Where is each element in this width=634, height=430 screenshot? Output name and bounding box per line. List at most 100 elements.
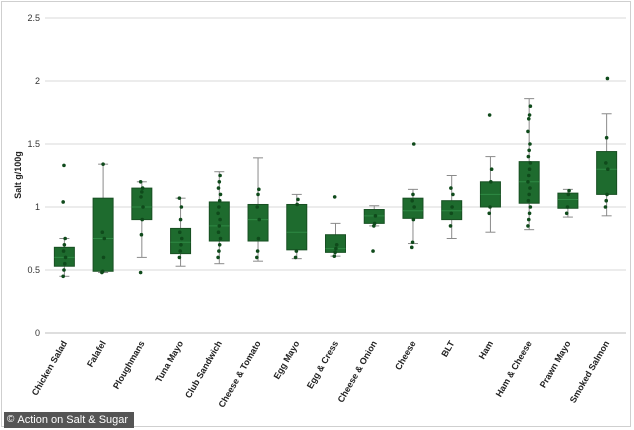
data-point: [333, 250, 337, 255]
data-point: [63, 255, 68, 260]
box-prawn-mayo: [557, 188, 579, 218]
data-point: [450, 205, 454, 209]
box-ploughmans: [131, 180, 153, 275]
data-point: [489, 180, 493, 184]
data-point: [61, 274, 65, 279]
box-body: [170, 227, 192, 255]
box-cheese-tomato: [247, 157, 269, 262]
data-point: [216, 211, 220, 216]
data-point: [257, 187, 261, 192]
data-point: [217, 180, 222, 184]
data-point: [488, 205, 492, 209]
data-point: [605, 192, 609, 197]
data-point: [62, 261, 67, 266]
data-point: [332, 195, 337, 199]
data-point: [177, 196, 182, 200]
data-point: [528, 161, 533, 165]
data-point: [526, 198, 531, 203]
data-point: [141, 205, 145, 209]
credit-text: Action on Salt & Sugar: [17, 414, 129, 426]
y-axis-ticks: 0 0.5 1 1.5 2 2.5: [27, 13, 40, 338]
data-point: [528, 104, 533, 108]
data-point: [217, 198, 222, 203]
box-cheese-onion: [363, 205, 385, 253]
data-point: [139, 195, 143, 199]
data-point: [489, 167, 494, 171]
data-point: [334, 243, 339, 247]
category-label: Cheese & Tomato: [216, 339, 263, 410]
data-point: [604, 135, 609, 140]
data-point: [567, 188, 571, 193]
data-point: [216, 186, 221, 190]
data-point: [564, 211, 569, 216]
category-label: Cheese & Onion: [336, 339, 379, 404]
box-egg-cress: [325, 195, 346, 258]
box-tuna-mayo: [170, 196, 192, 267]
data-point: [138, 180, 143, 184]
data-point: [487, 211, 492, 216]
category-label: Chicken Salad: [30, 339, 69, 397]
y-axis-label: Salt g/100g: [13, 151, 23, 199]
category-label: Smoked Salmon: [568, 339, 612, 405]
data-point: [565, 205, 570, 209]
category-label: Egg Mayo: [272, 339, 302, 381]
data-point: [255, 205, 260, 209]
data-point: [526, 217, 531, 222]
data-point: [293, 255, 298, 260]
y-tick-label: 1: [35, 202, 40, 212]
data-point: [487, 113, 492, 117]
y-tick-label: 2: [35, 76, 40, 86]
data-point: [526, 173, 531, 178]
data-point: [177, 230, 182, 234]
data-point: [603, 205, 608, 209]
boxes: [53, 76, 618, 279]
box-cheese: [402, 142, 424, 250]
data-point: [218, 192, 223, 197]
credit-badge: © Action on Salt & Sugar: [4, 412, 135, 428]
data-point: [101, 162, 105, 166]
box-ham-cheese: [518, 98, 540, 231]
data-point: [448, 224, 453, 228]
data-point: [526, 154, 531, 159]
data-point: [101, 255, 106, 260]
box-falafel: [92, 162, 114, 275]
data-point: [216, 230, 221, 234]
category-label: Tuna Mayo: [153, 339, 185, 385]
data-point: [216, 255, 220, 260]
data-point: [410, 198, 414, 203]
data-point: [217, 224, 222, 228]
data-point: [605, 76, 610, 81]
category-label: Ham: [477, 339, 495, 361]
box-chicken-salad: [53, 163, 75, 279]
data-point: [451, 192, 455, 197]
data-point: [526, 129, 530, 134]
data-point: [140, 190, 144, 194]
data-point: [102, 236, 107, 241]
box-body: [441, 200, 463, 221]
category-label: Ploughmans: [111, 339, 147, 391]
data-point: [62, 268, 66, 272]
data-point: [527, 192, 531, 197]
data-point: [218, 236, 223, 241]
category-label: Ham & Cheese: [494, 339, 534, 399]
box-blt: [441, 175, 463, 239]
data-point: [61, 200, 65, 204]
y-tick-label: 1.5: [27, 139, 40, 149]
data-point: [409, 245, 414, 250]
data-point: [604, 198, 609, 203]
copyright-icon: ©: [7, 414, 15, 425]
data-point: [100, 230, 105, 234]
y-tick-label: 0: [35, 328, 40, 338]
data-point: [566, 192, 571, 197]
data-point: [140, 186, 145, 190]
x-axis-categories: Chicken Salad Falafel Ploughmans Tuna MayoC…: [30, 339, 612, 410]
box-body: [596, 151, 618, 195]
data-point: [296, 197, 300, 202]
data-point: [218, 173, 222, 178]
data-point: [178, 217, 183, 222]
data-point: [411, 217, 416, 222]
category-label: Cheese: [393, 339, 418, 372]
box-body: [286, 203, 308, 251]
box-body: [247, 203, 269, 242]
